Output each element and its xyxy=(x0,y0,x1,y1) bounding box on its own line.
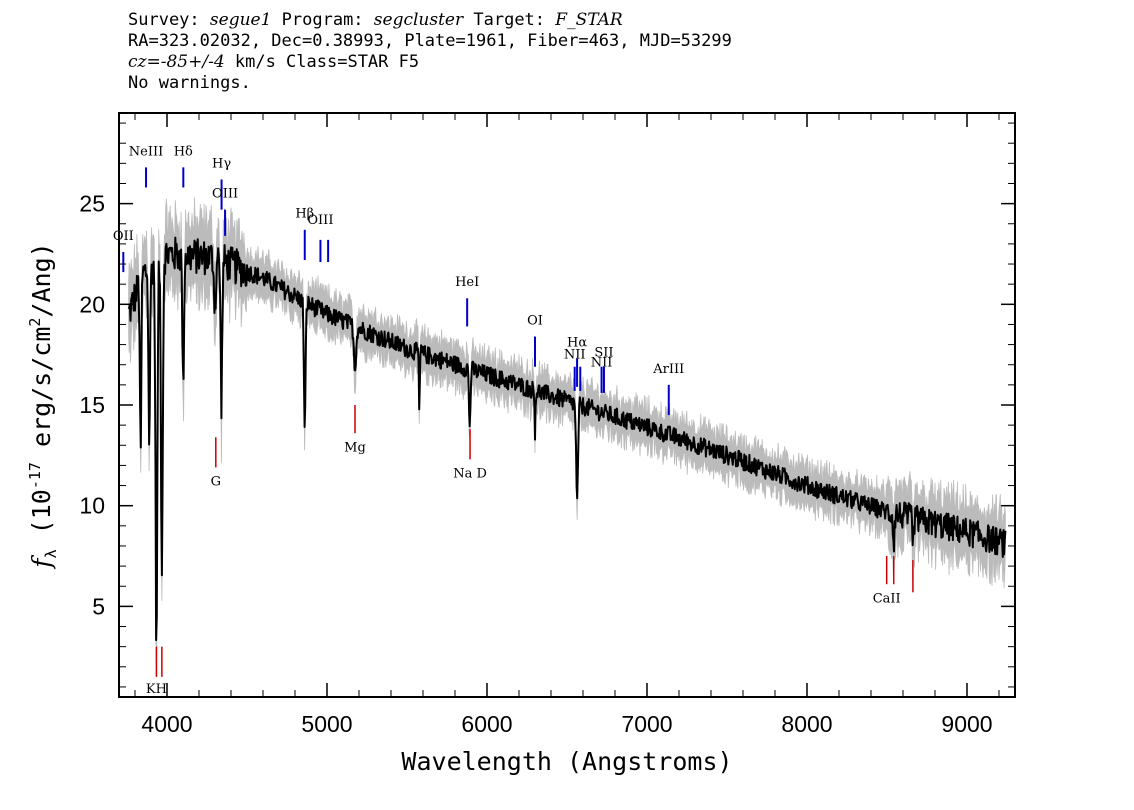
emission-line-label: Hβ xyxy=(295,207,314,222)
y-label-mid: erg/s/cm xyxy=(27,327,56,462)
cz-label: cz xyxy=(128,52,147,72)
emission-line-label: Hα xyxy=(567,336,587,351)
survey-value: segue1 xyxy=(209,10,272,30)
absorption-line-label: KH xyxy=(146,682,167,697)
header-line-1: Survey: segue1 Program: segcluster Targe… xyxy=(128,10,732,31)
y-tick-label: 25 xyxy=(79,191,105,217)
program-value: segcluster xyxy=(373,10,464,30)
survey-label: Survey: xyxy=(128,10,200,30)
emission-line-label: NeIII xyxy=(129,144,163,159)
absorption-line-label: Na D xyxy=(453,466,487,481)
x-tick-label: 8000 xyxy=(781,711,832,737)
x-axis-label: Wavelength (Angstroms) xyxy=(401,747,732,776)
target-value: F_STAR xyxy=(555,10,623,30)
emission-line-label: SII xyxy=(594,346,613,361)
cz-rest: km/s Class=STAR F5 xyxy=(224,52,420,72)
y-tick-label: 5 xyxy=(92,593,105,619)
emission-line-label: HeI xyxy=(455,275,479,290)
absorption-line-label: Mg xyxy=(344,440,366,455)
y-label-post: /Ang) xyxy=(27,242,56,317)
ticks-layer: 4000 5000 6000 7000 8000 9000 5 10 15 20 25 xyxy=(79,113,1015,737)
x-tick-label: 4000 xyxy=(141,711,192,737)
emission-line-label: OIII xyxy=(307,213,333,228)
spectrum-header: Survey: segue1 Program: segcluster Targe… xyxy=(128,10,732,94)
x-tick-label: 5000 xyxy=(301,711,352,737)
target-label: Target: xyxy=(473,10,546,30)
y-label-exponent: -17 xyxy=(26,462,44,489)
header-line-4: No warnings. xyxy=(128,73,251,93)
x-tick-label: 7000 xyxy=(621,711,672,737)
spectrum-layer xyxy=(127,197,1007,677)
emission-line-label: OIII xyxy=(212,187,238,202)
emission-line-label: Hδ xyxy=(174,144,193,159)
y-tick-label: 10 xyxy=(79,493,105,519)
header-line-2: RA=323.02032, Dec=0.38993, Plate=1961, F… xyxy=(128,31,732,51)
y-label-symbol: f xyxy=(27,555,56,570)
absorption-line-label: G xyxy=(211,475,221,490)
y-label-exponent-2: 2 xyxy=(26,318,44,327)
x-tick-label: 6000 xyxy=(461,711,512,737)
y-label-subscript: λ xyxy=(42,549,60,558)
emission-line-label: NII xyxy=(591,356,613,371)
emission-line-label: NII xyxy=(564,348,586,363)
emission-line-label: ArIII xyxy=(652,362,684,377)
emission-line-label: OII xyxy=(113,229,134,244)
spectrum-line xyxy=(127,236,1007,642)
program-label: Program: xyxy=(281,10,364,30)
cz-value: =-85+/-4 xyxy=(146,52,225,72)
emission-line-label: OI xyxy=(527,313,543,328)
x-tick-label: 9000 xyxy=(941,711,992,737)
y-label-pre: (10 xyxy=(27,489,56,549)
y-axis-label: fλ (10-17 erg/s/cm2/Ang) xyxy=(26,242,60,569)
y-tick-label: 20 xyxy=(79,291,105,317)
emission-line-label: Hγ xyxy=(212,156,231,171)
y-tick-label: 15 xyxy=(79,392,105,418)
absorption-line-label: CaII xyxy=(873,591,901,606)
header-line-3: cz=-85+/-4 km/s Class=STAR F5 xyxy=(128,52,732,73)
